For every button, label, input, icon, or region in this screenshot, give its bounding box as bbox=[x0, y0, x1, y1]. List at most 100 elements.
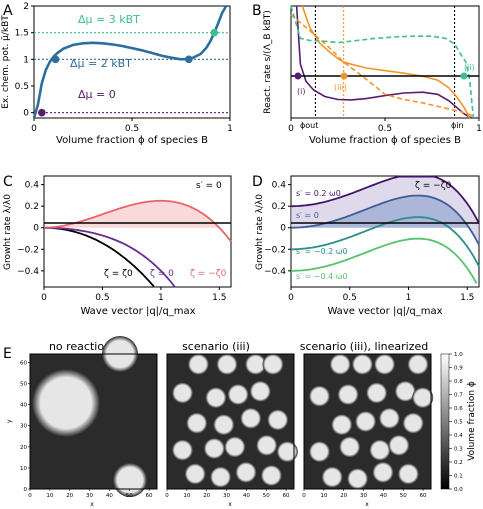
heatmap-xtick-label: 60 bbox=[146, 493, 153, 499]
c-label-zero: ζ = 0 bbox=[150, 269, 174, 279]
heatmap-blob bbox=[187, 353, 209, 375]
heatmap-blob bbox=[331, 414, 353, 436]
heatmap-blob bbox=[205, 387, 227, 409]
a-label-0: Δμ = 0 bbox=[78, 88, 116, 101]
e-title-1: no reaction bbox=[49, 340, 111, 353]
heatmap-ytick-label: 30 bbox=[20, 424, 27, 430]
d-curve bbox=[291, 194, 480, 246]
d-label-s2: s′ = 0 bbox=[296, 211, 319, 220]
heatmap-xtick-label: 10 bbox=[46, 493, 53, 499]
heatmap-blob bbox=[378, 407, 400, 429]
heatmap-1-blob bbox=[113, 463, 147, 497]
heatmap-blob bbox=[203, 438, 225, 459]
a-ylabel: Ex. chem. pot. μ̄/kBT bbox=[1, 15, 11, 109]
b-label-ii: (ii) bbox=[464, 63, 475, 72]
heatmap-xtick-label: 40 bbox=[380, 493, 387, 499]
a-xtick-label: 0 bbox=[31, 124, 37, 134]
e-xlabel-3: x bbox=[365, 501, 369, 508]
colorbar-tick-label: 0.9 bbox=[454, 366, 463, 372]
heatmap-blob bbox=[388, 434, 410, 456]
heatmap-blob bbox=[329, 353, 351, 375]
heatmap-blob bbox=[245, 353, 267, 375]
d-xtick-label: 1.5 bbox=[460, 293, 474, 303]
a-ytick-label: 1 bbox=[23, 55, 29, 65]
a-point bbox=[210, 28, 219, 37]
d-label-s3: s′ = −0.2 ω0 bbox=[296, 247, 348, 256]
a-ytick-label: 0 bbox=[23, 109, 29, 119]
a-point bbox=[51, 55, 60, 64]
heatmap-xtick-label: 0 bbox=[302, 493, 306, 499]
heatmap-blob bbox=[321, 466, 343, 488]
heatmap-blob bbox=[309, 385, 330, 407]
e-ylabel: y bbox=[6, 419, 13, 423]
b-point-ii bbox=[460, 72, 468, 80]
a-ytick-label: 2 bbox=[23, 2, 29, 12]
d-ytick-label: −0.4 bbox=[264, 267, 286, 277]
heatmap-blob bbox=[260, 465, 282, 486]
c-curve bbox=[44, 226, 176, 288]
b-xlabel: Volume fraction ϕ of species B bbox=[309, 135, 461, 146]
b-point-iii bbox=[340, 72, 348, 80]
heatmap-blob bbox=[276, 441, 298, 463]
heatmap-blob bbox=[402, 412, 424, 434]
heatmap-xtick-label: 20 bbox=[203, 493, 210, 499]
c-ytick-label: 0 bbox=[33, 224, 39, 234]
d-xtick-label: 0.5 bbox=[343, 293, 357, 303]
heatmap-1-blob bbox=[32, 369, 100, 437]
a-label-3: Δμ = 3 kBT bbox=[78, 13, 140, 26]
d-xtick-label: 1 bbox=[406, 293, 412, 303]
b-curve bbox=[290, 13, 474, 117]
heatmap-blob bbox=[186, 412, 208, 434]
heatmap-xtick-label: 60 bbox=[420, 493, 427, 499]
c-xtick-label: 0 bbox=[41, 293, 47, 303]
heatmap-blob bbox=[369, 439, 391, 461]
heatmap-ytick-label: 10 bbox=[20, 466, 27, 472]
heatmap-blob bbox=[351, 353, 373, 375]
heatmap-xtick-label: 20 bbox=[340, 493, 347, 499]
heatmap-xtick-label: 0 bbox=[28, 493, 32, 499]
b-phi-in: ϕin bbox=[451, 121, 464, 130]
colorbar-tick-label: 0.1 bbox=[454, 474, 463, 480]
b-xtick-label: 0.5 bbox=[378, 124, 392, 134]
heatmap-blob bbox=[337, 384, 359, 405]
heatmap-blob bbox=[172, 439, 193, 461]
a-point bbox=[185, 55, 193, 64]
d-label-s1: s′ = 0.2 ω0 bbox=[296, 189, 341, 198]
heatmap-blob bbox=[372, 461, 394, 483]
heatmap-blob bbox=[262, 353, 284, 375]
panel-a: Δμ = 3 kBT Δμ = 2 kBT Δμ = 0 0 0.5 1 1.5 2 0… bbox=[1, 2, 233, 146]
d-ytick-label: −0.2 bbox=[264, 245, 286, 255]
heatmap-blob bbox=[309, 441, 330, 463]
colorbar-tick-label: 0.5 bbox=[454, 420, 463, 426]
heatmap-blob bbox=[397, 463, 419, 485]
d-curve bbox=[291, 216, 480, 267]
d-ylabel: Growht rate λ/λ0 bbox=[255, 194, 265, 270]
panel-letter-e: E bbox=[3, 346, 12, 362]
b-xtick-label: 1 bbox=[476, 124, 482, 134]
colorbar-tick-label: 0.4 bbox=[454, 433, 463, 439]
c-label-z0: ζ = ζ0 bbox=[104, 269, 133, 279]
colorbar-tick-label: 0.3 bbox=[454, 447, 463, 453]
a-xlabel: Volume fraction ϕ of species B bbox=[56, 135, 208, 146]
c-curve bbox=[43, 226, 155, 288]
b-point-i bbox=[294, 72, 302, 80]
d-ytick-label: 0.2 bbox=[272, 202, 286, 212]
heatmap-xtick-label: 30 bbox=[86, 493, 93, 499]
c-ylabel: Growht rate λ/λ0 bbox=[3, 194, 13, 270]
c-xtick-label: 0.5 bbox=[95, 293, 109, 303]
e-xlabel-2: x bbox=[228, 501, 232, 508]
heatmap-xtick-label: 50 bbox=[400, 493, 407, 499]
panel-letter-d: D bbox=[252, 174, 263, 190]
c-fill-area bbox=[44, 200, 231, 228]
heatmap-blob bbox=[210, 466, 232, 488]
colorbar-tick-label: 0.7 bbox=[454, 393, 463, 399]
colorbar-tick-label: 1.0 bbox=[454, 352, 463, 358]
a-ytick-label: 1.5 bbox=[15, 29, 29, 39]
colorbar-label: Volume fraction ϕ bbox=[467, 381, 477, 461]
a-point bbox=[38, 108, 46, 117]
d-label-s4: s′ = −0.4 ω0 bbox=[296, 272, 348, 281]
b-phi-out: ϕout bbox=[300, 121, 318, 130]
heatmap-blob bbox=[213, 414, 235, 436]
heatmap-blob bbox=[184, 463, 206, 485]
